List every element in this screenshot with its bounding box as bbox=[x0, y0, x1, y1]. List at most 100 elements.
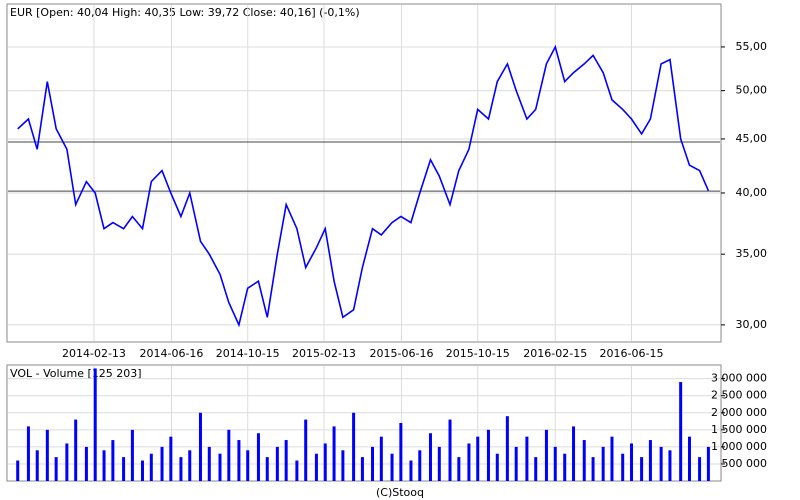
volume-bar bbox=[514, 446, 518, 481]
y-tick-label: 35,00 bbox=[736, 247, 768, 260]
volume-bar bbox=[149, 453, 153, 481]
volume-bar bbox=[544, 429, 548, 481]
volume-bar bbox=[332, 426, 336, 481]
volume-bar bbox=[84, 446, 88, 481]
y-tick-label: 3 000 000 bbox=[711, 372, 767, 385]
footer: (C)Stooq bbox=[376, 486, 424, 499]
volume-bar bbox=[102, 450, 106, 481]
volume-bar bbox=[275, 446, 279, 481]
volume-bar bbox=[399, 423, 403, 481]
volume-bar bbox=[679, 382, 683, 481]
volume-bar bbox=[26, 426, 30, 481]
volume-bar bbox=[65, 443, 69, 481]
volume-bar bbox=[591, 457, 595, 481]
volume-bar bbox=[246, 450, 250, 481]
volume-bar bbox=[74, 419, 78, 481]
volume-bar bbox=[640, 457, 644, 481]
volume-bar bbox=[16, 460, 20, 481]
y-tick-label: 2 500 000 bbox=[711, 389, 767, 402]
volume-bar bbox=[457, 457, 461, 481]
volume-bar bbox=[505, 416, 509, 481]
volume-bar bbox=[323, 443, 327, 481]
x-tick-label: 2016-02-15 bbox=[523, 347, 587, 360]
volume-bar bbox=[93, 368, 97, 481]
price-panel bbox=[6, 3, 722, 343]
volume-bar bbox=[179, 457, 183, 481]
volume-bar bbox=[314, 453, 318, 481]
volume-bar bbox=[409, 460, 413, 481]
volume-bar bbox=[198, 412, 202, 481]
volume-bar bbox=[572, 426, 576, 481]
y-tick-label: 1 500 000 bbox=[711, 423, 767, 436]
x-tick-label: 2015-02-13 bbox=[292, 347, 356, 360]
volume-bar bbox=[207, 446, 211, 481]
volume-bar bbox=[295, 460, 299, 481]
volume-bar bbox=[227, 429, 231, 481]
volume-bar bbox=[582, 440, 586, 481]
volume-bar bbox=[621, 453, 625, 481]
x-tick-label: 2015-06-16 bbox=[370, 347, 434, 360]
volume-bar bbox=[265, 457, 269, 481]
volume-bar bbox=[111, 440, 115, 481]
x-tick-label: 2014-06-16 bbox=[140, 347, 204, 360]
x-tick-label: 2015-10-15 bbox=[446, 347, 510, 360]
volume-bar bbox=[341, 450, 345, 481]
y-tick-label: 55,00 bbox=[736, 40, 768, 53]
y-tick-label: 500 000 bbox=[722, 457, 768, 470]
y-tick-label: 2 000 000 bbox=[711, 406, 767, 419]
volume-bar bbox=[476, 436, 480, 481]
chart-title: EUR [Open: 40,04 High: 40,35 Low: 39,72 … bbox=[10, 6, 360, 19]
volume-bar bbox=[304, 419, 308, 481]
volume-bar bbox=[130, 429, 134, 481]
volume-bar bbox=[706, 446, 710, 481]
volume-bar bbox=[122, 457, 126, 481]
volume-bar bbox=[379, 436, 383, 481]
volume-bar bbox=[448, 419, 452, 481]
volume-bar bbox=[486, 429, 490, 481]
y-tick-label: 45,00 bbox=[736, 132, 768, 145]
volume-bar bbox=[390, 453, 394, 481]
volume-bar bbox=[352, 412, 356, 481]
plots: EUR [Open: 40,04 High: 40,35 Low: 39,72 … bbox=[8, 5, 767, 481]
volume-bar bbox=[698, 457, 702, 481]
volume-bar bbox=[45, 429, 49, 481]
volume-bar bbox=[610, 436, 614, 481]
volume-bar bbox=[218, 453, 222, 481]
volume-bar bbox=[35, 450, 39, 481]
chart-title: VOL - Volume [125 203] bbox=[10, 367, 142, 380]
volume-bar bbox=[495, 453, 499, 481]
volume-bar bbox=[160, 446, 164, 481]
volume-bar bbox=[256, 433, 260, 481]
volume-bar bbox=[563, 453, 567, 481]
x-tick-label: 2014-02-13 bbox=[62, 347, 126, 360]
volume-bar bbox=[659, 446, 663, 481]
volume-bar bbox=[630, 443, 634, 481]
volume-bar bbox=[54, 457, 58, 481]
volume-bar bbox=[437, 446, 441, 481]
volume-bar bbox=[687, 436, 691, 481]
volume-bar bbox=[169, 436, 173, 481]
volume-bar bbox=[237, 440, 241, 481]
volume-bar bbox=[668, 450, 672, 481]
y-tick-label: 30,00 bbox=[736, 318, 768, 331]
volume-bar bbox=[428, 433, 432, 481]
volume-bar bbox=[188, 450, 192, 481]
y-tick-label: 1 000 000 bbox=[711, 440, 767, 453]
volume-bar bbox=[601, 446, 605, 481]
volume-bar bbox=[371, 446, 375, 481]
volume-bar bbox=[553, 446, 557, 481]
x-tick-label: 2016-06-15 bbox=[600, 347, 664, 360]
volume-bar bbox=[418, 450, 422, 481]
volume-bar bbox=[467, 443, 471, 481]
volume-bar bbox=[140, 460, 144, 481]
x-tick-label: 2014-10-15 bbox=[216, 347, 280, 360]
volume-bar bbox=[534, 457, 538, 481]
price-line bbox=[17, 44, 710, 328]
volume-bar bbox=[284, 440, 288, 481]
y-tick-label: 50,00 bbox=[736, 84, 768, 97]
volume-bar bbox=[525, 436, 529, 481]
volume-bar bbox=[648, 440, 652, 481]
y-tick-label: 40,00 bbox=[736, 186, 768, 199]
